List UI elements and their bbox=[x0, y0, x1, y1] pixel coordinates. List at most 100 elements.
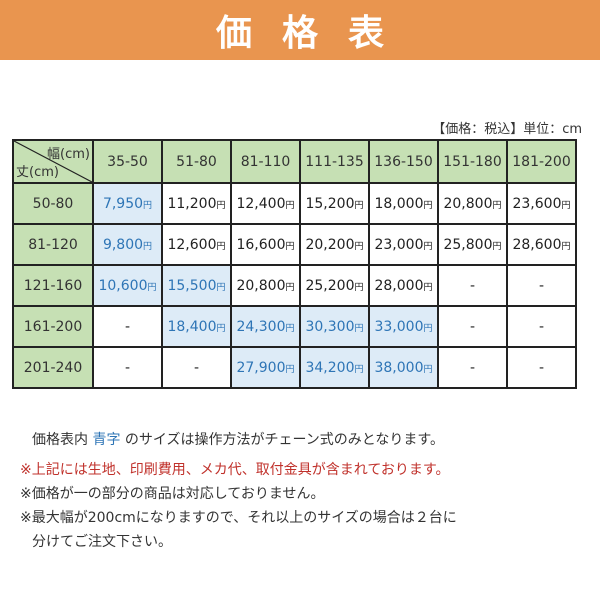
price-cell: 33,000円 bbox=[368, 305, 439, 348]
title-banner: 価格表 bbox=[0, 0, 600, 60]
yen-suffix: 円 bbox=[216, 241, 226, 252]
price-cell: 9,800円 bbox=[92, 223, 163, 266]
price-value: 28,000 bbox=[374, 277, 424, 294]
price-cell: 12,400円 bbox=[230, 182, 301, 225]
price-value: 33,000 bbox=[374, 318, 424, 335]
price-value: - bbox=[469, 277, 476, 294]
price-table: 幅(cm) 丈(cm) 35-50 51-80 81-110 111-135 1… bbox=[12, 139, 577, 389]
price-value: 25,200 bbox=[305, 277, 355, 294]
note-included-items: ※上記には生地、印刷費用、メカ代、取付金具が含まれております。 bbox=[20, 458, 457, 482]
yen-suffix: 円 bbox=[354, 323, 364, 334]
price-value: - bbox=[469, 318, 476, 335]
diagonal-line-icon bbox=[14, 141, 92, 182]
price-cell: 20,800円 bbox=[437, 182, 508, 225]
price-cell: - bbox=[92, 305, 163, 348]
price-value: 20,800 bbox=[443, 195, 493, 212]
column-header: 136-150 bbox=[368, 139, 439, 184]
price-value: - bbox=[193, 359, 200, 376]
yen-suffix: 円 bbox=[216, 282, 226, 293]
price-cell: 18,000円 bbox=[368, 182, 439, 225]
yen-suffix: 円 bbox=[147, 282, 157, 293]
price-cell: 16,600円 bbox=[230, 223, 301, 266]
price-value: 23,600 bbox=[512, 195, 562, 212]
table-row: 121-160 10,600円 15,500円 20,800円 25,200円 28,00… bbox=[12, 264, 577, 307]
price-value: 24,300 bbox=[236, 318, 286, 335]
yen-suffix: 円 bbox=[561, 200, 571, 211]
price-cell: 7,950円 bbox=[92, 182, 163, 225]
price-cell: 38,000円 bbox=[368, 346, 439, 389]
column-header: 35-50 bbox=[92, 139, 163, 184]
price-cell: - bbox=[161, 346, 232, 389]
price-value: 12,600 bbox=[167, 236, 217, 253]
price-cell: 23,600円 bbox=[506, 182, 577, 225]
row-header: 50-80 bbox=[12, 182, 94, 225]
price-value: 11,200 bbox=[167, 195, 217, 212]
yen-suffix: 円 bbox=[492, 200, 502, 211]
price-cell: 20,800円 bbox=[230, 264, 301, 307]
price-cell: 25,800円 bbox=[437, 223, 508, 266]
yen-suffix: 円 bbox=[561, 241, 571, 252]
note-red-text: 上記には生地、印刷費用、メカ代、取付金具が含まれております。 bbox=[31, 462, 450, 478]
yen-suffix: 円 bbox=[492, 241, 502, 252]
yen-suffix: 円 bbox=[354, 282, 364, 293]
price-value: - bbox=[538, 359, 545, 376]
yen-suffix: 円 bbox=[216, 323, 226, 334]
column-header: 151-180 bbox=[437, 139, 508, 184]
yen-suffix: 円 bbox=[285, 323, 295, 334]
price-value: - bbox=[469, 359, 476, 376]
note-text: 価格表内 bbox=[32, 432, 93, 448]
yen-suffix: 円 bbox=[423, 241, 433, 252]
column-header: 81-110 bbox=[230, 139, 301, 184]
price-cell: - bbox=[506, 305, 577, 348]
price-value: 18,400 bbox=[167, 318, 217, 335]
price-value: - bbox=[124, 359, 131, 376]
note-mark: ※ bbox=[20, 462, 32, 478]
price-cell: 11,200円 bbox=[161, 182, 232, 225]
price-cell: 12,600円 bbox=[161, 223, 232, 266]
price-value: 15,200 bbox=[305, 195, 355, 212]
column-header: 111-135 bbox=[299, 139, 370, 184]
note-unavailable: ※価格が一の部分の商品は対応しておりません。 bbox=[20, 486, 325, 502]
table-row: 201-240- -27,900円 34,200円 38,000円 - - bbox=[12, 346, 577, 389]
price-value: 18,000 bbox=[374, 195, 424, 212]
price-value: 27,900 bbox=[236, 359, 286, 376]
price-value: 20,200 bbox=[305, 236, 355, 253]
unit-note: 【価格：税込】単位：cm bbox=[432, 122, 582, 137]
price-value: 34,200 bbox=[305, 359, 355, 376]
price-value: 7,950 bbox=[102, 195, 144, 212]
price-value: 16,600 bbox=[236, 236, 286, 253]
price-cell: 20,200円 bbox=[299, 223, 370, 266]
price-cell: 15,500円 bbox=[161, 264, 232, 307]
price-cell: - bbox=[92, 346, 163, 389]
price-cell: 15,200円 bbox=[299, 182, 370, 225]
price-value: - bbox=[538, 318, 545, 335]
column-header: 181-200 bbox=[506, 139, 577, 184]
note-blue-text: 価格表内 青字 のサイズは操作方法がチェーン式のみとなります。 bbox=[32, 428, 457, 452]
price-value: 25,800 bbox=[443, 236, 493, 253]
yen-suffix: 円 bbox=[285, 200, 295, 211]
price-cell: 24,300円 bbox=[230, 305, 301, 348]
column-header: 51-80 bbox=[161, 139, 232, 184]
yen-suffix: 円 bbox=[143, 200, 153, 211]
note-max-width: ※最大幅が200cmになりますので、それ以上のサイズの場合は２台に bbox=[20, 510, 457, 526]
table-row: 81-120 9,800円 12,600円 16,600円 20,200円 23,000円… bbox=[12, 223, 577, 266]
price-cell: 34,200円 bbox=[299, 346, 370, 389]
price-value: 20,800 bbox=[236, 277, 286, 294]
price-value: - bbox=[538, 277, 545, 294]
note-text: のサイズは操作方法がチェーン式のみとなります。 bbox=[120, 432, 444, 448]
price-cell: - bbox=[437, 264, 508, 307]
price-cell: 28,600円 bbox=[506, 223, 577, 266]
price-value: 15,500 bbox=[167, 277, 217, 294]
price-value: 28,600 bbox=[512, 236, 562, 253]
yen-suffix: 円 bbox=[285, 241, 295, 252]
price-value: 12,400 bbox=[236, 195, 286, 212]
price-cell: - bbox=[437, 346, 508, 389]
header-row: 幅(cm) 丈(cm) 35-50 51-80 81-110 111-135 1… bbox=[12, 139, 577, 184]
yen-suffix: 円 bbox=[354, 364, 364, 375]
price-cell: 25,200円 bbox=[299, 264, 370, 307]
price-cell: 10,600円 bbox=[92, 264, 163, 307]
price-cell: 18,400円 bbox=[161, 305, 232, 348]
price-value: 38,000 bbox=[374, 359, 424, 376]
blue-word: 青字 bbox=[92, 432, 121, 448]
row-header: 161-200 bbox=[12, 305, 94, 348]
